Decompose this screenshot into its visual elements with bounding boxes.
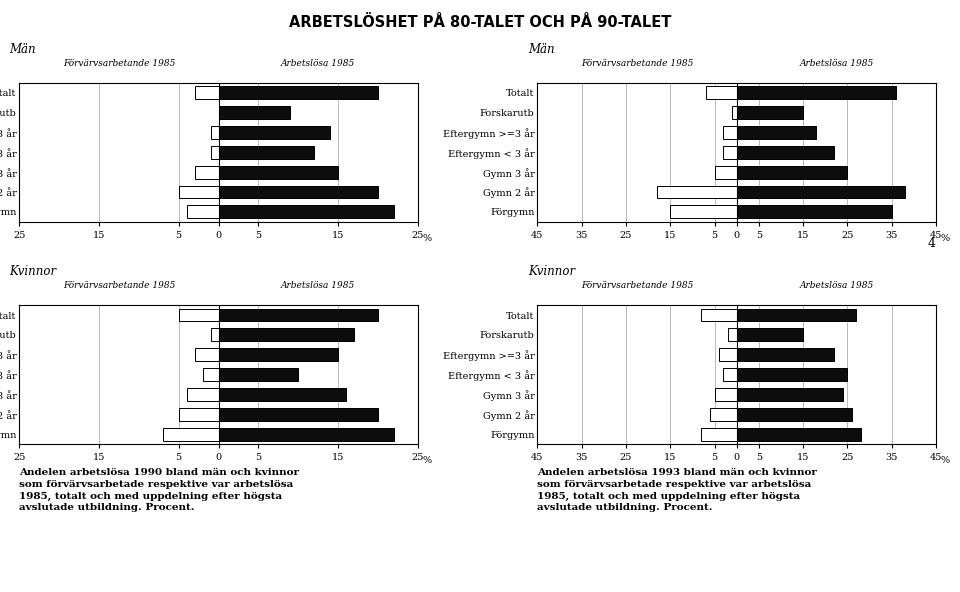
Text: Män: Män <box>528 43 555 56</box>
Bar <box>219 185 378 198</box>
Bar <box>736 427 861 440</box>
Bar <box>701 308 736 321</box>
Bar <box>186 388 219 401</box>
Bar <box>728 329 736 342</box>
Bar <box>736 329 804 342</box>
Bar <box>714 388 736 401</box>
Text: Män: Män <box>10 43 36 56</box>
Bar <box>736 308 856 321</box>
Bar <box>210 329 219 342</box>
Bar <box>195 166 219 179</box>
Bar <box>219 408 378 421</box>
Bar <box>736 166 848 179</box>
Bar <box>210 126 219 139</box>
Bar <box>219 126 330 139</box>
Text: 4: 4 <box>928 237 936 250</box>
Bar <box>701 427 736 440</box>
Bar <box>736 388 843 401</box>
Bar <box>724 126 736 139</box>
Bar <box>195 86 219 99</box>
Text: Förvärvsarbetande 1985: Förvärvsarbetande 1985 <box>62 281 175 290</box>
Text: Arbetslösa 1985: Arbetslösa 1985 <box>281 59 355 68</box>
Text: Arbetslösa 1985: Arbetslösa 1985 <box>281 281 355 290</box>
Text: %: % <box>422 456 432 465</box>
Text: %: % <box>941 234 950 243</box>
Bar <box>719 348 736 361</box>
Bar <box>657 185 736 198</box>
Bar <box>736 205 892 218</box>
Text: %: % <box>422 234 432 243</box>
Bar <box>219 308 378 321</box>
Bar <box>736 368 848 381</box>
Bar <box>724 146 736 159</box>
Text: %: % <box>941 456 950 465</box>
Bar <box>736 126 816 139</box>
Text: Arbetslösa 1985: Arbetslösa 1985 <box>800 59 874 68</box>
Text: Andelen arbetslösa 1990 bland män och kvinnor
som förvärvsarbetade respektive va: Andelen arbetslösa 1990 bland män och kv… <box>19 468 300 512</box>
Bar <box>219 329 354 342</box>
Bar <box>732 106 736 119</box>
Bar <box>736 86 896 99</box>
Bar <box>162 427 219 440</box>
Text: Andelen arbetslösa 1993 bland män och kvinnor
som förvärvsarbetade respektive va: Andelen arbetslösa 1993 bland män och kv… <box>538 468 817 512</box>
Bar <box>736 408 852 421</box>
Bar <box>736 106 804 119</box>
Bar <box>219 106 290 119</box>
Bar <box>736 146 834 159</box>
Bar <box>219 388 346 401</box>
Text: Förvärvsarbetande 1985: Förvärvsarbetande 1985 <box>62 59 175 68</box>
Bar <box>670 205 736 218</box>
Bar <box>706 86 736 99</box>
Text: Arbetslösa 1985: Arbetslösa 1985 <box>800 281 874 290</box>
Bar <box>203 368 219 381</box>
Bar <box>179 408 219 421</box>
Bar <box>736 348 834 361</box>
Bar <box>219 205 394 218</box>
Text: Kvinnor: Kvinnor <box>528 265 575 278</box>
Bar <box>736 185 905 198</box>
Bar <box>710 408 736 421</box>
Bar <box>195 348 219 361</box>
Bar <box>179 308 219 321</box>
Text: Kvinnor: Kvinnor <box>10 265 57 278</box>
Bar <box>724 368 736 381</box>
Bar <box>186 205 219 218</box>
Bar <box>219 348 338 361</box>
Bar <box>219 86 378 99</box>
Text: Förvärvsarbetande 1985: Förvärvsarbetande 1985 <box>581 59 693 68</box>
Bar <box>210 146 219 159</box>
Bar <box>219 146 314 159</box>
Bar <box>219 427 394 440</box>
Text: ARBETSLÖSHET PÅ 80-TALET OCH PÅ 90-TALET: ARBETSLÖSHET PÅ 80-TALET OCH PÅ 90-TALET <box>289 15 671 30</box>
Bar <box>714 166 736 179</box>
Bar <box>219 166 338 179</box>
Text: Förvärvsarbetande 1985: Förvärvsarbetande 1985 <box>581 281 693 290</box>
Bar <box>219 368 299 381</box>
Bar <box>179 185 219 198</box>
